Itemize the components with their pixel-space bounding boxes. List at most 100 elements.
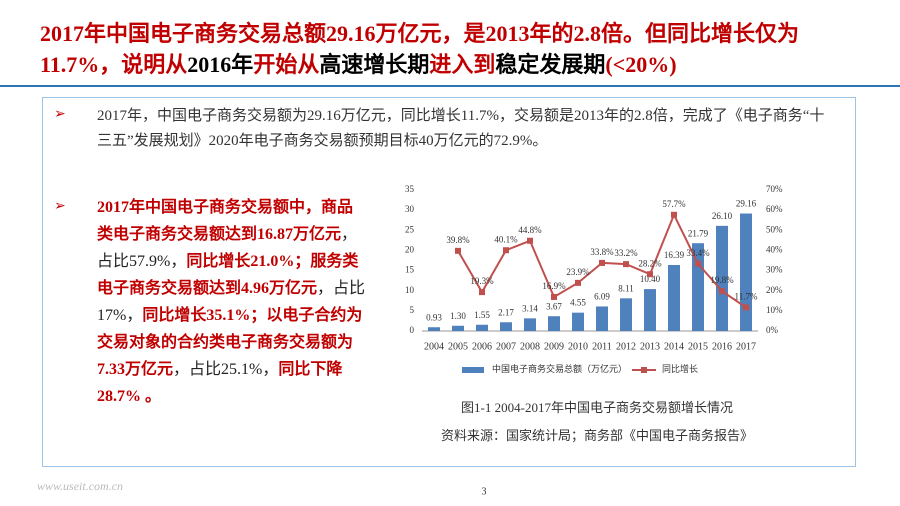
text-segment: 2017年中国电子商务交易额中，商品类电子商务交易额达到16.87万亿元 [97,199,354,243]
bullet-marker: ➢ [54,199,66,214]
text-segment: 同比增长21.0%；服务类电子商务交易额达到4.96万亿元 [97,253,359,297]
bar-value-label: 2.17 [498,307,514,317]
y2-tick-label: 10% [766,305,783,315]
text-segment: 同比下降28.7% 。 [97,361,343,405]
bar-value-label: 4.55 [570,298,586,308]
bar [668,264,680,331]
line-value-label: 33.8% [590,247,614,257]
line-value-label: 23.9% [566,267,590,277]
y-tick-label: 30 [405,204,415,214]
line-value-label: 16.9% [542,281,566,291]
bar-value-label: 1.55 [474,310,490,320]
bullet-text: 2017年中国电子商务交易额中，商品类电子商务交易额达到16.87万亿元，占比5… [97,194,367,410]
line-value-label: 19.8% [710,275,734,285]
y-tick-label: 25 [405,224,415,234]
y2-tick-label: 40% [766,244,783,254]
x-tick-label: 2010 [568,341,588,352]
bar-value-label: 3.67 [546,301,562,311]
page-number: 3 [482,486,487,497]
line-marker [743,304,749,311]
y2-tick-label: 30% [766,265,783,275]
bar [644,289,656,331]
line-value-label: 33.2% [614,248,638,258]
bullet-text: 2017年，中国电子商务交易额为29.16万亿元，同比增长11.7%，交易额是2… [97,104,837,154]
content-box [42,97,856,467]
x-tick-label: 2016 [712,341,732,352]
text-segment: ，占比17%， [97,280,366,324]
line-marker [599,259,605,266]
line-marker [695,260,701,267]
bar [476,324,488,331]
text-segment: 高速增长期 [319,52,430,77]
watermark: www.useit.com.cn [37,479,123,493]
bar [500,322,512,331]
bar-value-label: 29.16 [736,199,757,209]
x-tick-label: 2007 [496,341,516,352]
bar [452,325,464,331]
x-tick-label: 2009 [544,341,564,352]
bar [620,298,632,331]
line-value-label: 11.7% [735,291,758,301]
line-marker [575,279,581,286]
y-tick-label: 15 [405,265,415,275]
line-marker [623,261,629,268]
bar-value-label: 10.40 [640,274,661,284]
text-segment: (<20%) [605,52,677,77]
line-value-label: 57.7% [662,199,686,209]
bar [716,225,728,331]
line-marker [455,247,461,254]
bar-value-label: 6.09 [594,292,610,302]
text-segment: ，占比57.9%， [97,226,358,270]
line-value-label: 28.2% [638,258,662,268]
bar-value-label: 26.10 [712,211,733,221]
legend-swatch [462,367,484,373]
bar-value-label: 3.14 [522,303,538,313]
bullet-marker: ➢ [54,107,66,122]
x-tick-label: 2014 [664,341,684,352]
bar [572,312,584,331]
y-tick-label: 20 [405,244,415,254]
line-marker [527,237,533,244]
title-rule [0,85,900,87]
text-segment: ，占比25.1%， [173,361,279,378]
y-tick-label: 5 [410,305,415,315]
bar-value-label: 16.39 [664,250,685,260]
bar [428,327,440,331]
line-marker [479,289,485,296]
line-marker [503,247,509,254]
legend-label: 同比增长 [662,363,698,374]
x-tick-label: 2006 [472,341,492,352]
bar [740,213,752,331]
y2-tick-label: 50% [766,224,783,234]
source: 资料来源：国家统计局；商务部《中国电子商务报告》 [441,428,753,444]
line-marker [551,293,557,300]
y2-tick-label: 20% [766,285,783,295]
text-segment: 2017年中国电子商务交易总额29.16万亿元，是2013年的2.8倍。但同比增… [40,21,800,77]
y-tick-label: 10 [405,285,415,295]
x-tick-label: 2017 [736,341,756,352]
text-segment: 开始从 [253,52,320,77]
line-value-label: 44.8% [518,225,542,235]
text-segment: 2017年，中国电子商务交易额为29.16万亿元，同比增长11.7%，交易额是2… [97,108,825,149]
text-segment: 稳定发展期 [495,52,606,77]
y-tick-label: 0 [410,325,415,335]
line-marker [719,288,725,295]
bar-value-label: 1.30 [450,311,466,321]
line-value-label: 33.4% [686,248,710,258]
line-marker [647,271,653,278]
bar [524,318,536,331]
x-tick-label: 2005 [448,341,468,352]
text-segment: 进入到 [429,52,496,77]
x-tick-label: 2004 [424,341,444,352]
caption: 图1-1 2004-2017年中国电子商务交易额增长情况 [461,400,733,415]
text-segment: 同比增长35.1%；以电子合约为交易对象的合约类电子商务交易额为7.33万亿元 [97,307,363,378]
line-marker [671,211,677,218]
x-tick-label: 2015 [688,341,708,352]
line-value-label: 40.1% [494,234,518,244]
bar-value-label: 21.79 [688,228,709,238]
x-tick-label: 2013 [640,341,660,352]
x-tick-label: 2008 [520,341,540,352]
slide-title: 2017年中国电子商务交易总额29.16万亿元，是2013年的2.8倍。但同比增… [40,18,860,80]
